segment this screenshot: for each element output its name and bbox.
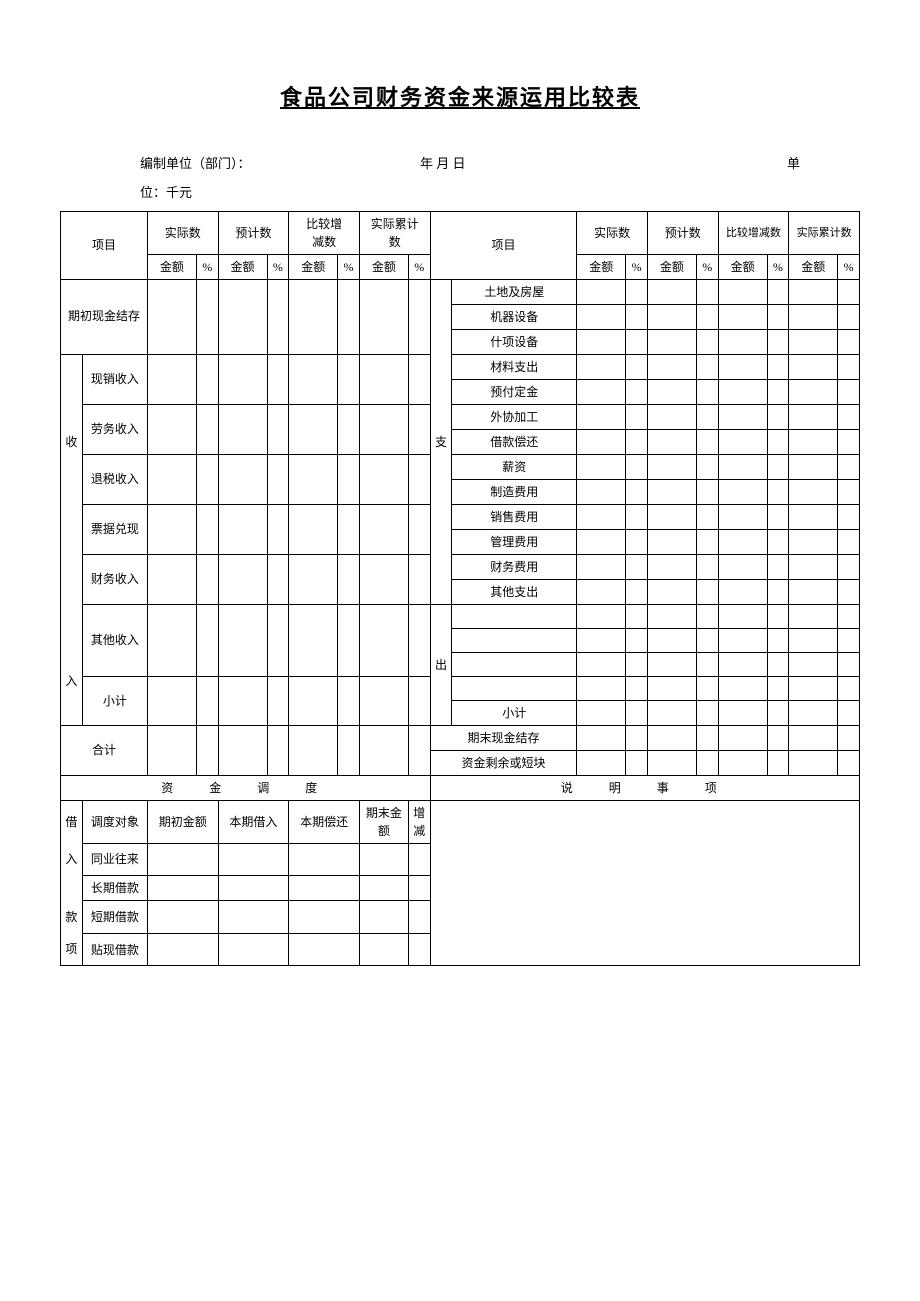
hdr-pct-4: %: [408, 254, 430, 279]
hdr-item-left: 项目: [61, 211, 148, 279]
meta-currency-unit: 位：千元: [140, 181, 192, 204]
hdr-change: 增减: [408, 800, 430, 843]
hdr-end-amt: 期末金额: [359, 800, 408, 843]
hdr-cum-r: 实际累计数: [789, 211, 860, 254]
group-exp-2: 出: [430, 604, 452, 725]
lbl-other-exp: 其他支出: [452, 579, 577, 604]
group-borrow-4: 项: [61, 933, 83, 966]
lbl-subtotal-l: 小计: [82, 676, 147, 725]
lbl-interbank: 同业往来: [82, 843, 147, 875]
lbl-total: 合计: [61, 725, 148, 775]
hdr-amt-3: 金额: [289, 254, 338, 279]
hdr-budget-r: 预计数: [647, 211, 718, 254]
hdr-pct-5: %: [626, 254, 648, 279]
lbl-deposit: 预付定金: [452, 379, 577, 404]
hdr-amt-8: 金额: [789, 254, 838, 279]
meta-date: 年 月 日: [420, 152, 720, 175]
lbl-subtotal-r: 小计: [452, 700, 577, 725]
hdr-fund-dispatch: 资 金 调 度: [61, 775, 431, 800]
main-table: 项目 实际数 预计数 比较增 减数 实际累计 数 项目 实际数 预计数 比较增减…: [60, 211, 860, 967]
row-subtotal-left: 小计: [61, 676, 860, 700]
group-borrow-2: 入: [61, 843, 83, 875]
row-opening: 期初现金结存 支 土地及房屋: [61, 279, 860, 304]
hdr-diff-r: 比较增减数: [718, 211, 789, 254]
lbl-machine: 机器设备: [452, 304, 577, 329]
hdr-amt-6: 金额: [647, 254, 696, 279]
group-income: 收: [61, 354, 83, 529]
hdr-cum-l: 实际累计 数: [359, 211, 430, 254]
group-borrow-blank1: [61, 876, 83, 901]
hdr-pct-2: %: [267, 254, 289, 279]
lbl-loan-repay: 借款偿还: [452, 429, 577, 454]
header-row-1: 项目 实际数 预计数 比较增 减数 实际累计 数 项目 实际数 预计数 比较增减…: [61, 211, 860, 254]
hdr-diff-l: 比较增 减数: [289, 211, 360, 254]
hdr-begin-amt: 期初金额: [147, 800, 218, 843]
lbl-land: 土地及房屋: [452, 279, 577, 304]
lbl-cash-sales: 现销收入: [82, 354, 147, 404]
meta-unit-label: 编制单位（部门）：: [140, 152, 420, 175]
lbl-material: 材料支出: [452, 354, 577, 379]
lbl-surplus: 资金剩余或短块: [430, 750, 577, 775]
lbl-fin-exp: 财务费用: [452, 554, 577, 579]
lbl-mfg: 制造费用: [452, 479, 577, 504]
lbl-other-income: 其他收入: [82, 604, 147, 676]
lbl-finance: 财务收入: [82, 554, 147, 604]
explain-area: [430, 800, 859, 966]
lbl-opening: 期初现金结存: [61, 279, 148, 354]
hdr-budget-l: 预计数: [218, 211, 289, 254]
lbl-long-loan: 长期借款: [82, 876, 147, 901]
row-cash-sales: 收 现销收入 材料支出: [61, 354, 860, 379]
meta-line-2: 位：千元: [140, 181, 800, 204]
hdr-actual-r: 实际数: [577, 211, 648, 254]
lbl-labor: 劳务收入: [82, 404, 147, 454]
lbl-salary: 薪资: [452, 454, 577, 479]
lbl-closing: 期末现金结存: [430, 725, 577, 750]
lbl-discount: 贴现借款: [82, 933, 147, 966]
row-other-income: 其他收入 出: [61, 604, 860, 628]
lbl-short-loan: 短期借款: [82, 901, 147, 933]
hdr-cur-repay: 本期偿还: [289, 800, 360, 843]
hdr-pct-3: %: [338, 254, 360, 279]
lbl-notes: 票据兑现: [82, 504, 147, 554]
lbl-tax-refund: 退税收入: [82, 454, 147, 504]
group-exp: 支: [430, 279, 452, 604]
hdr-cur-borrow: 本期借入: [218, 800, 289, 843]
lbl-outsource: 外协加工: [452, 404, 577, 429]
meta-line-1: 编制单位（部门）： 年 月 日 单: [140, 152, 800, 175]
hdr-pct-7: %: [767, 254, 789, 279]
row-tax-refund: 退税收入 薪资: [61, 454, 860, 479]
hdr-amt-5: 金额: [577, 254, 626, 279]
hdr-pct-6: %: [696, 254, 718, 279]
hdr-pct-8: %: [838, 254, 860, 279]
hdr-target: 调度对象: [82, 800, 147, 843]
hdr-amt-4: 金额: [359, 254, 408, 279]
hdr-item-right: 项目: [430, 211, 577, 279]
row-dispatch-header: 资 金 调 度 说 明 事 项: [61, 775, 860, 800]
page-title: 食品公司财务资金来源运用比较表: [60, 80, 860, 112]
meta-right: 单: [720, 152, 800, 175]
hdr-amt-1: 金额: [147, 254, 196, 279]
group-borrow-1: 借: [61, 800, 83, 843]
group-borrow-3: 款: [61, 901, 83, 933]
group-income-2: 入: [61, 529, 83, 725]
blank-r1: [452, 604, 577, 628]
hdr-amt-7: 金额: [718, 254, 767, 279]
row-labor: 劳务收入 外协加工: [61, 404, 860, 429]
hdr-amt-2: 金额: [218, 254, 267, 279]
lbl-sales-exp: 销售费用: [452, 504, 577, 529]
hdr-pct-1: %: [196, 254, 218, 279]
row-finance-income: 财务收入 财务费用: [61, 554, 860, 579]
row-total: 合计 期末现金结存: [61, 725, 860, 750]
lbl-admin: 管理费用: [452, 529, 577, 554]
lbl-misc-equip: 什项设备: [452, 329, 577, 354]
hdr-explain: 说 明 事 项: [430, 775, 859, 800]
hdr-actual-l: 实际数: [147, 211, 218, 254]
row-notes: 票据兑现 销售费用: [61, 504, 860, 529]
